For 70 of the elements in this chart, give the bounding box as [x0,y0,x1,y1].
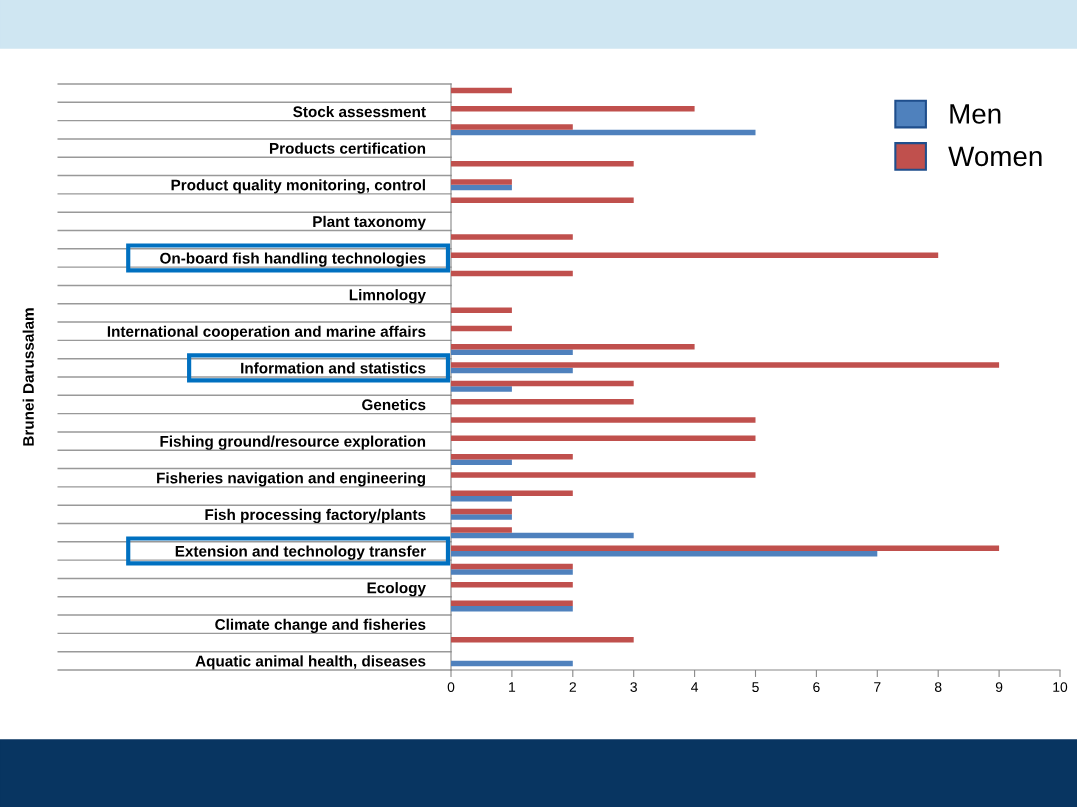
bar [451,637,634,643]
bar [451,490,573,497]
bar [451,197,634,204]
bar [451,105,695,112]
x-tick-label: 6 [813,682,820,693]
bar [451,307,512,313]
x-tick-label: 4 [691,682,699,692]
bar [451,582,573,588]
bar [451,472,756,478]
y-tick-label: Ecology [367,582,426,597]
bar [451,270,573,277]
bar [451,380,634,387]
y-tick-label: Fisheries navigation and engineering [157,472,425,487]
y-tick-label: Extension and technology transfer [175,545,426,560]
bar [451,496,512,502]
bar [451,600,573,606]
bar [451,605,573,612]
x-tick-label: 7 [874,682,881,692]
y-tick-label: On-board fish handling technologies [160,252,426,267]
y-tick-label: Stock assessment [293,105,426,118]
y-tick-label: Information and statistics [241,362,426,374]
bar [451,234,573,240]
bar [451,344,695,350]
bar [451,527,512,533]
bar [451,129,756,136]
bar [451,417,756,423]
bar [451,386,512,392]
y-tick-label: Products certification [269,142,426,154]
bar [451,252,939,258]
x-tick-label: 10 [1053,682,1068,693]
bar [451,325,512,332]
y-tick-label: Plant taxonomy [313,215,426,231]
x-tick-label: 3 [630,682,637,693]
bar [451,160,634,167]
bar [451,367,573,374]
y-axis-title: Brunei Darussalam [22,308,34,446]
legend-label: Women [948,146,1042,167]
bar [451,435,756,442]
y-tick-label: Genetics [362,398,426,411]
y-tick-label: Fishing ground/resource exploration [160,435,426,450]
bar [451,179,512,185]
x-tick-label: 1 [509,682,516,692]
bar [451,184,512,191]
bar [451,124,573,130]
x-tick-label: 2 [569,682,576,692]
bar [451,545,1000,551]
y-tick-label: Aquatic animal health, diseases [195,655,426,670]
bar [451,550,878,557]
y-tick-label: International cooperation and marine affairs [107,325,426,340]
x-tick-label: 0 [447,682,455,693]
bar [451,87,512,94]
bar [451,508,512,515]
x-tick-label: 9 [995,682,1003,693]
y-tick-label: Climate change and fisheries [215,618,426,633]
bar [451,349,573,356]
legend-label: Men [950,104,1001,124]
x-tick-label: 5 [752,682,759,693]
bar [451,362,1000,368]
bar [451,563,573,570]
y-tick-label: Product quality monitoring, control [171,179,425,194]
bar [451,569,573,575]
bar [451,398,634,405]
x-tick-label: 8 [934,682,942,693]
bar [451,514,512,520]
y-tick-label: Fish processing factory/plants [205,508,426,524]
y-tick-label: Limnology [349,289,426,304]
bar [451,453,573,460]
bar [451,459,512,465]
bar [451,660,573,667]
bar [451,532,634,539]
